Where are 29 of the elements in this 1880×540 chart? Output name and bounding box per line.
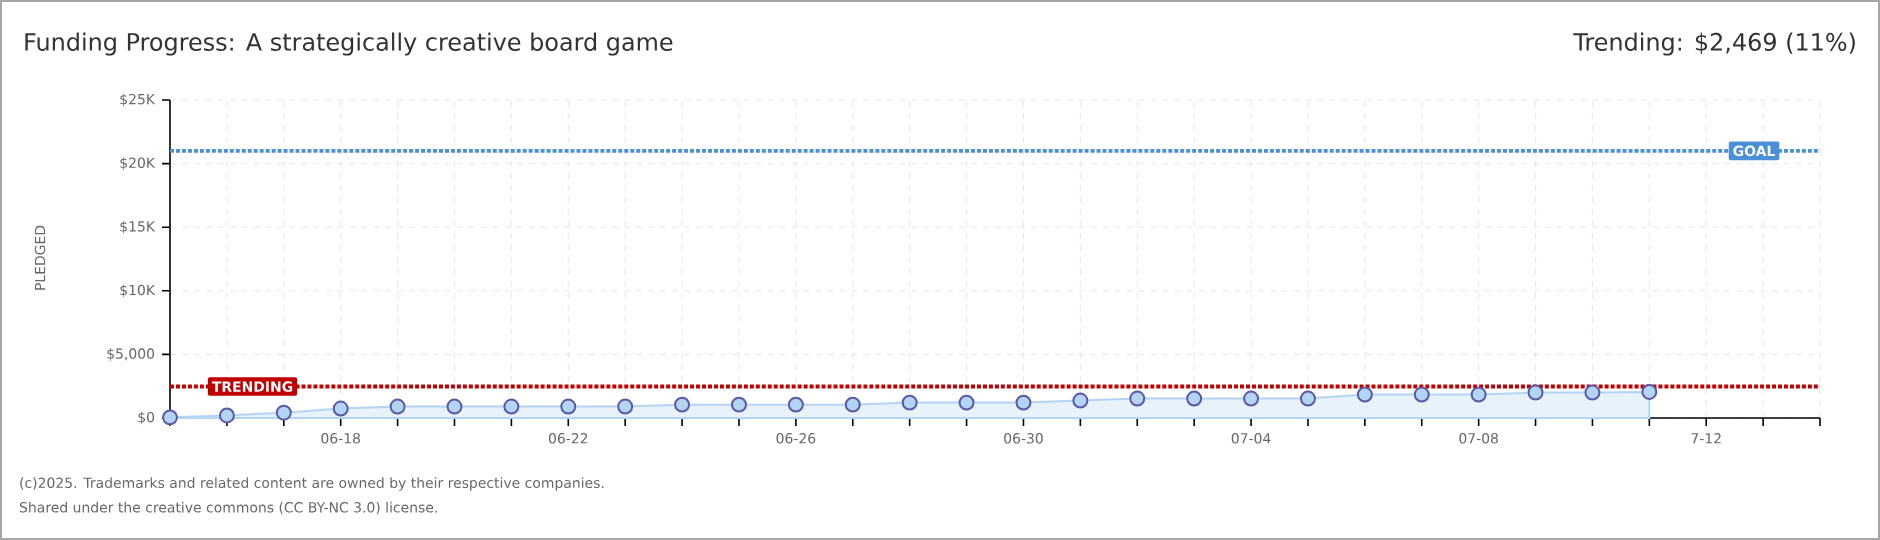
point	[844, 396, 861, 413]
point	[162, 409, 178, 426]
point	[1470, 386, 1487, 403]
point	[275, 404, 292, 421]
point	[446, 398, 463, 415]
point	[1186, 390, 1203, 407]
point	[1356, 386, 1373, 403]
point	[1243, 390, 1260, 407]
point	[1129, 390, 1146, 407]
point	[1299, 390, 1316, 407]
point	[1527, 384, 1544, 401]
point	[1641, 383, 1658, 400]
point	[218, 407, 235, 424]
point	[1015, 394, 1032, 411]
point	[674, 396, 691, 413]
point	[901, 394, 918, 411]
point	[958, 394, 975, 411]
point	[560, 398, 577, 415]
point	[332, 400, 349, 417]
point	[1413, 386, 1430, 403]
point	[731, 396, 747, 413]
point	[503, 398, 520, 415]
chart-title: Funding Progress: A strategically creative board game	[25, 32, 673, 56]
point	[389, 398, 406, 415]
point	[617, 398, 634, 415]
chart-subtitle: Trending: $2,469 (11%)	[1573, 32, 1855, 56]
point	[787, 396, 804, 413]
point	[1072, 392, 1089, 409]
point	[1584, 384, 1601, 401]
